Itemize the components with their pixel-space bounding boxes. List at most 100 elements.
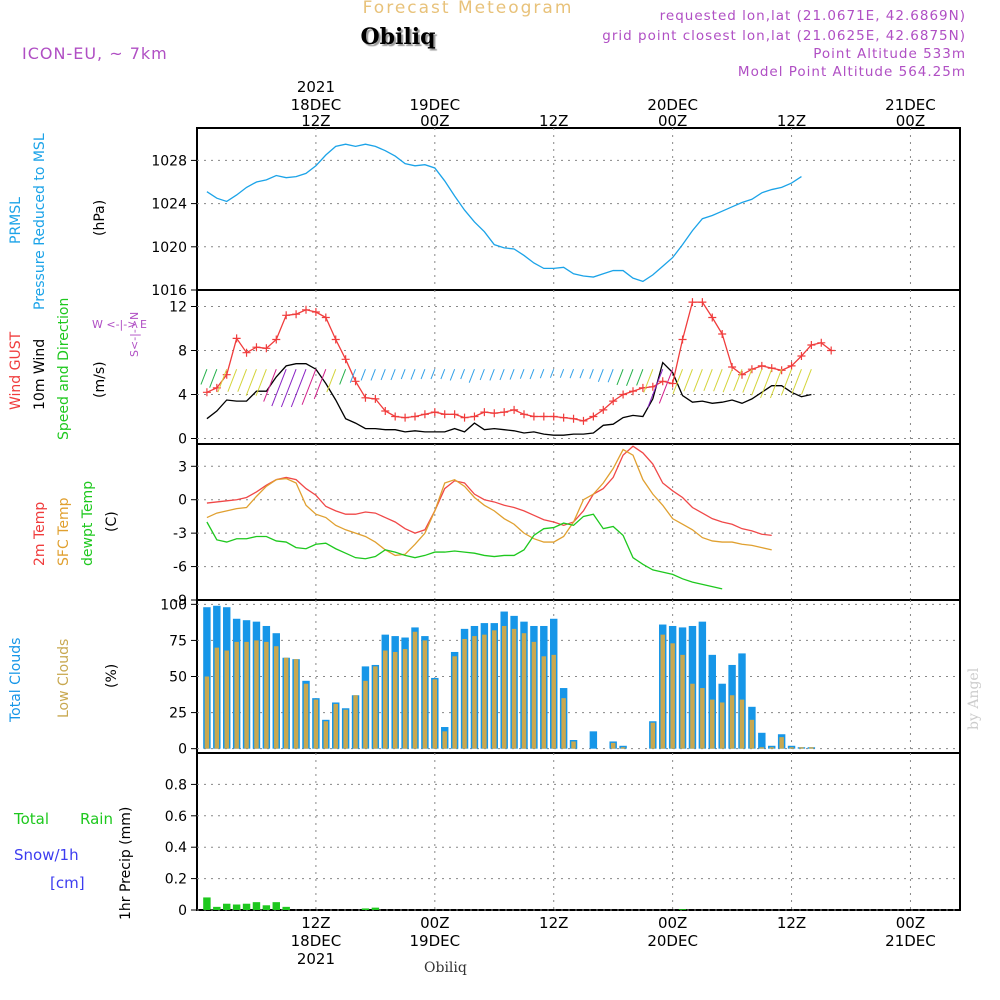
wind-arrow [658, 369, 674, 404]
ytick-label: 0 [178, 903, 187, 919]
panel-frame-temperature [196, 443, 961, 601]
gust-point [757, 361, 766, 370]
panel-frame-precip [196, 752, 961, 911]
top-hour-label: 12Z [539, 112, 568, 130]
gust-point [351, 377, 360, 386]
gust-point [529, 412, 538, 421]
panel-frame-pressure [196, 127, 961, 291]
gust-point [292, 310, 301, 319]
low-cloud-bar [462, 638, 467, 749]
wind-arrow [643, 369, 654, 393]
model-altitude: Model Point Altitude 564.25m [737, 64, 966, 80]
wind-arrow [499, 369, 505, 381]
wind-arrow [529, 369, 535, 380]
ytick-label: 1024 [151, 197, 187, 213]
gust-point [718, 330, 727, 338]
ytick-label: 3 [178, 459, 187, 475]
low-cloud-bar [680, 654, 685, 749]
low-cloud-bar [333, 703, 338, 749]
chart-title: Forecast Meteogram [362, 0, 574, 18]
low-cloud-bar [511, 628, 517, 749]
top-hour-label: 00Z [896, 112, 925, 130]
low-cloud-bar [392, 651, 398, 749]
rain-bar [361, 908, 370, 910]
wind-arrow [0, 0, 821, 369]
wind-arrow [683, 369, 693, 392]
wind-arrow [616, 369, 624, 386]
gust-point [420, 410, 429, 419]
gust-point [401, 413, 410, 422]
panel-frame-clouds [196, 599, 961, 754]
wind-arrow [280, 369, 297, 408]
low-cloud-bar [719, 702, 725, 749]
low-cloud-bar [492, 630, 497, 749]
bottom-year-label: 2021 [297, 950, 335, 968]
low-cloud-bar [739, 699, 745, 749]
low-cloud-bar [442, 731, 447, 749]
gust-point [480, 408, 489, 417]
low-cloud-bar [283, 657, 289, 749]
wind-arrow [217, 369, 228, 393]
wind-arrow [460, 369, 466, 380]
wind-arrow [791, 369, 802, 394]
low-cloud-bar [759, 747, 765, 749]
wind-arrow [509, 369, 515, 380]
gust-point [302, 305, 310, 314]
wind-arrow [255, 369, 267, 396]
rain-bar [262, 905, 271, 910]
bottom-hour-label: 00Z [420, 914, 449, 932]
gust-point [569, 414, 578, 423]
rain-bar [203, 897, 211, 910]
gust-point [341, 355, 350, 364]
compass-we: W <-|-> E [92, 318, 147, 331]
wind-arrow [693, 369, 703, 392]
low-cloud-bar [809, 747, 814, 749]
low-cloud-bar [650, 722, 656, 749]
top-day-label: 20DEC [647, 96, 698, 114]
bottom-hour-label: 12Z [539, 914, 568, 932]
wind-arrow [420, 369, 426, 380]
requested-coords: requested lon,lat (21.0671E, 42.6869N) [659, 8, 966, 24]
gust-point [559, 413, 568, 422]
gust-point [599, 405, 608, 414]
wind-arrow [326, 369, 337, 393]
footer-location: Obiliq [424, 960, 467, 976]
low-cloud-bar [383, 650, 388, 749]
bottom-hour-label: 00Z [658, 914, 687, 932]
wind-arrow [339, 369, 347, 385]
low-cloud-bar [293, 659, 299, 749]
top-year-label: 2021 [297, 78, 335, 96]
wind-arrow [489, 369, 495, 381]
ytick-label: 4 [178, 388, 187, 404]
low-cloud-bar [769, 747, 774, 749]
low-cloud-bar [670, 643, 675, 749]
rain-label-total: Total [14, 810, 50, 828]
wind-arrow [440, 369, 446, 380]
ytick-label: 0.6 [165, 809, 187, 825]
wind-arrow [380, 369, 386, 381]
bottom-day-label: 18DEC [291, 932, 342, 950]
wind-arrow [760, 369, 773, 399]
gust-point [381, 407, 390, 415]
gust-point [797, 352, 806, 360]
gust-point [252, 343, 261, 352]
gust-point [490, 409, 499, 418]
rain-bar [232, 904, 241, 910]
top-hour-label: 00Z [420, 112, 449, 130]
wind-arrow [271, 369, 287, 407]
low-cloud-bar [472, 636, 477, 749]
ytick-label: 12 [169, 300, 187, 316]
t2m-line [206, 445, 772, 537]
bottom-day-label: 20DEC [647, 932, 698, 950]
gust-point [619, 390, 628, 399]
wind-arrow [468, 369, 475, 383]
gust-point [708, 313, 717, 322]
snow-label: Snow/1h [14, 846, 79, 864]
low-cloud-bar [244, 641, 249, 749]
gust-point [658, 377, 667, 386]
gust-point [500, 408, 509, 417]
bottom-day-label: 19DEC [410, 932, 461, 950]
rain-bar [213, 906, 221, 910]
low-cloud-bar [501, 625, 507, 749]
low-cloud-bar [571, 741, 576, 749]
